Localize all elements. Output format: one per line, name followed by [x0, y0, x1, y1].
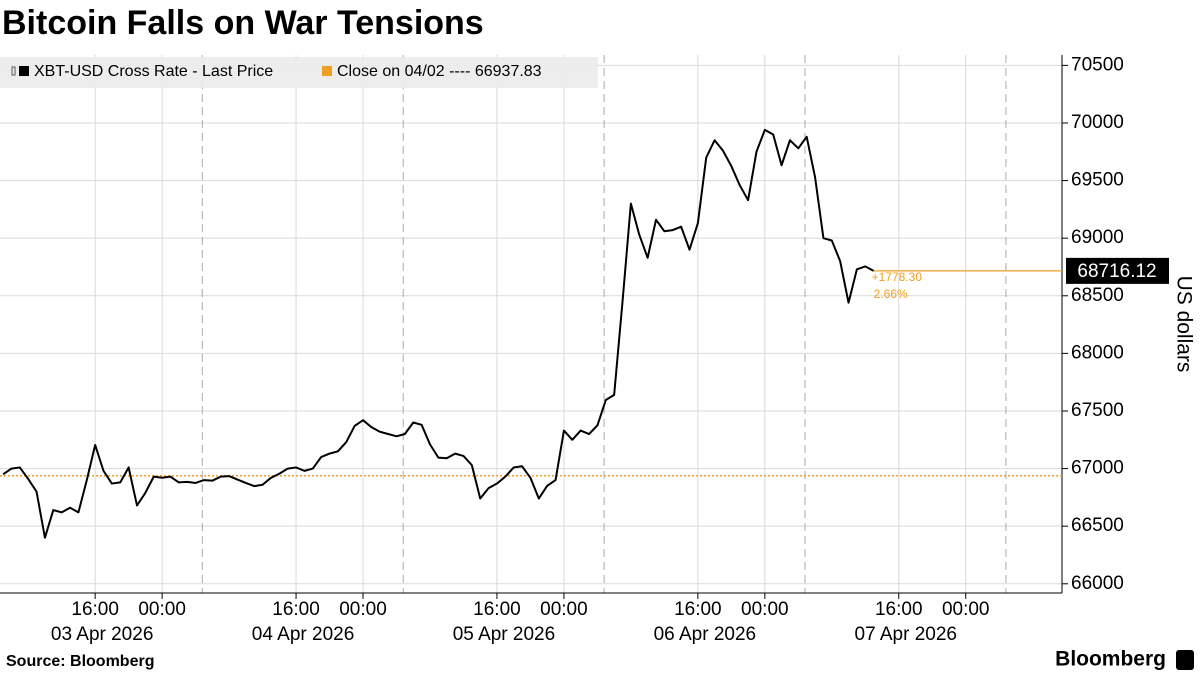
legend-swatch [19, 66, 29, 76]
x-date-label: 04 Apr 2026 [252, 624, 354, 645]
x-tick-label: 16:00 [473, 599, 521, 620]
x-tick-label: 16:00 [272, 599, 320, 620]
y-tick-label: 66000 [1071, 573, 1124, 594]
legend-value: 66937.83 [475, 63, 542, 80]
y-axis-label: US dollars [1172, 276, 1195, 373]
x-tick-label: 00:00 [741, 599, 789, 620]
annotation: 2.66% [874, 287, 908, 301]
y-tick-label: 69000 [1071, 227, 1124, 248]
last-price-box [1066, 257, 1169, 284]
chart-title: Bitcoin Falls on War Tensions [2, 4, 484, 42]
x-tick-label: 00:00 [339, 599, 387, 620]
x-tick-label: 00:00 [138, 599, 186, 620]
x-date-label: 07 Apr 2026 [855, 624, 957, 645]
x-tick-label: 00:00 [540, 599, 588, 620]
y-tick-label: 67000 [1071, 458, 1124, 479]
legend-swatch [322, 66, 332, 76]
legend-label: Close on 04/02 ---- 66937.83 [337, 63, 542, 80]
source: Source: Bloomberg [6, 653, 154, 670]
annotation: +1778.30 [872, 270, 923, 284]
y-tick-label: 70500 [1071, 54, 1124, 75]
x-tick-label: 16:00 [875, 599, 923, 620]
legend-box [0, 57, 598, 88]
x-tick-label: 00:00 [942, 599, 990, 620]
x-date-label: 05 Apr 2026 [453, 624, 555, 645]
x-tick-label: 16:00 [71, 599, 119, 620]
y-tick-label: 66500 [1071, 515, 1124, 536]
legend-icon [11, 66, 16, 76]
y-tick-label: 68500 [1071, 285, 1124, 306]
y-tick-label: 67500 [1071, 400, 1124, 421]
last-price-label: 68716.12 [1077, 261, 1156, 282]
brand: Bloomberg [1055, 648, 1166, 671]
price-line [2, 128, 875, 539]
legend-text: Close on 04/02 ---- [337, 63, 470, 80]
y-tick-label: 70000 [1071, 112, 1124, 133]
x-date-label: 06 Apr 2026 [654, 624, 756, 645]
y-tick-label: 69500 [1071, 170, 1124, 191]
brand-icon [1176, 650, 1194, 670]
grid [0, 55, 1068, 599]
plot [0, 128, 1062, 539]
x-date-label: 03 Apr 2026 [51, 624, 153, 645]
x-tick-label: 16:00 [674, 599, 722, 620]
y-tick-label: 68000 [1071, 342, 1124, 363]
legend-label: XBT-USD Cross Rate - Last Price [34, 63, 273, 80]
